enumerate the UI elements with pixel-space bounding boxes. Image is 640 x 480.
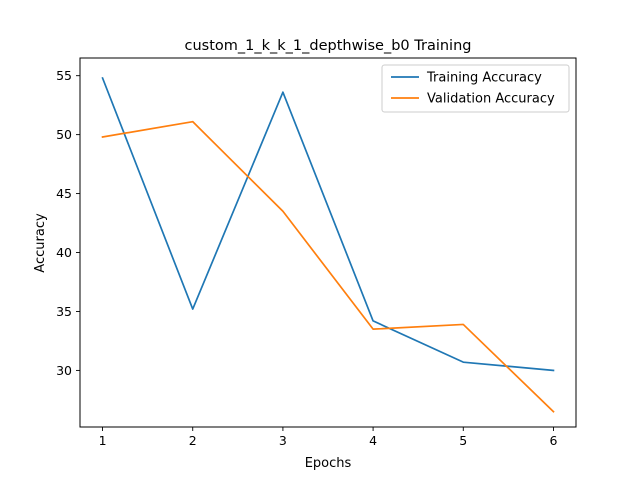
legend-label-training-accuracy: Training Accuracy (426, 71, 542, 86)
y-axis-label: Accuracy (33, 213, 48, 273)
x-axis-ticks: 1 2 3 4 5 6 (99, 427, 557, 448)
x-tick-label: 5 (459, 433, 467, 448)
y-tick-label: 50 (56, 127, 72, 142)
x-tick-label: 2 (189, 433, 197, 448)
y-axis-ticks: 30 35 40 45 50 55 (56, 68, 80, 378)
series-line-training-accuracy (101, 76, 555, 372)
x-tick-label: 1 (99, 433, 107, 448)
y-tick-label: 30 (56, 363, 72, 378)
x-axis-label: Epochs (305, 456, 352, 471)
plot-area-frame (79, 57, 577, 428)
y-tick-label: 40 (56, 245, 72, 260)
legend-box (381, 64, 570, 113)
y-tick-label: 55 (56, 68, 72, 83)
x-tick-label: 3 (279, 433, 287, 448)
series-layer (101, 76, 555, 413)
x-tick-label: 4 (369, 433, 377, 448)
x-tick-label: 6 (549, 433, 557, 448)
y-tick-label: 35 (56, 304, 72, 319)
legend-label-validation-accuracy: Validation Accuracy (427, 92, 555, 107)
series-line-validation-accuracy (101, 120, 555, 413)
y-tick-label: 45 (56, 186, 72, 201)
chart-title: custom_1_k_k_1_depthwise_b0 Training (185, 38, 472, 54)
legend: Training Accuracy Validation Accuracy (381, 64, 570, 113)
